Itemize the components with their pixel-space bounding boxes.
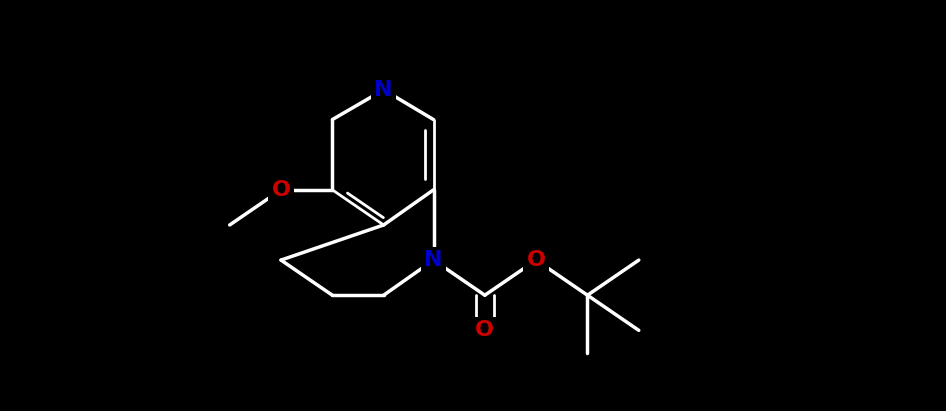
Text: O: O: [475, 320, 495, 340]
Text: N: N: [375, 80, 393, 100]
Text: N: N: [424, 250, 443, 270]
Text: O: O: [527, 250, 546, 270]
Text: O: O: [272, 180, 290, 200]
